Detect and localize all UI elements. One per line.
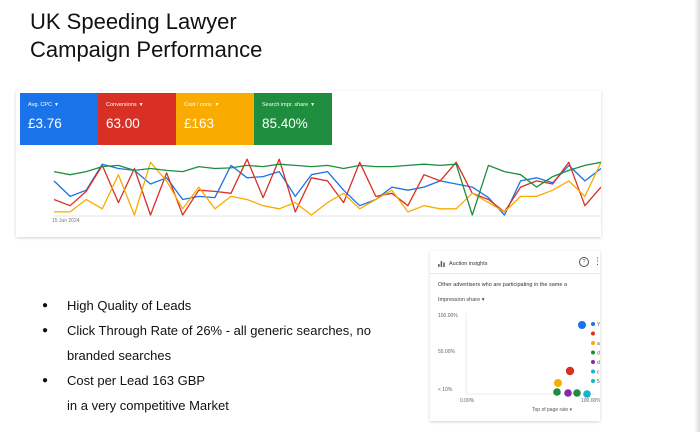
metric-label: Avg. CPC	[28, 102, 53, 108]
y-tick-label: 100.00%	[438, 313, 458, 319]
metric-select-value: Impression share	[438, 297, 481, 303]
bullet-continuation: in a very competitive Market	[67, 398, 229, 413]
metric-tile-avg-cpc[interactable]: Avg. CPC ▼ £3.76	[20, 93, 98, 145]
metric-value: 63.00	[106, 116, 140, 131]
legend-label: a	[597, 341, 600, 347]
more-options-icon[interactable]: ⋮	[593, 256, 600, 266]
bullet-dot-icon: ●	[42, 375, 49, 386]
legend-swatch	[591, 350, 595, 355]
metric-value: £3.76	[28, 116, 62, 131]
legend-swatch	[591, 379, 595, 383]
metric-tile-cost-per-conv[interactable]: Cost / conv. ▼ £163	[176, 93, 254, 145]
scatter-point[interactable]	[554, 379, 562, 387]
scatter-point[interactable]	[553, 388, 561, 396]
scatter-point[interactable]	[583, 390, 591, 398]
legend-label: Y	[597, 322, 600, 328]
y-tick-label: 55.00%	[438, 349, 456, 355]
metric-tile-search-impr-share[interactable]: Search impr. share ▼ 85.40%	[254, 93, 332, 145]
title-line-2: Campaign Performance	[30, 37, 263, 62]
slide-edge	[694, 0, 700, 432]
scatter-point[interactable]	[573, 389, 581, 397]
series-line-1	[53, 158, 601, 216]
slide-title: UK Speeding Lawyer Campaign Performance	[30, 8, 262, 64]
scatter-point[interactable]	[565, 366, 575, 376]
metric-value: £163	[184, 116, 215, 131]
legend-label: c	[597, 370, 600, 376]
legend-label: d	[597, 360, 600, 366]
ads-performance-panel: Avg. CPC ▼ £3.76 Conversions ▼ 63.00 Cost …	[16, 91, 601, 237]
x-tick-label: 100.00%	[581, 398, 600, 404]
metric-tile-conversions[interactable]: Conversions ▼ 63.00	[98, 93, 176, 145]
legend-swatch	[591, 360, 595, 364]
bullet-text: Click Through Rate of 26% - all generic …	[67, 323, 371, 338]
legend-label: d	[597, 351, 600, 357]
dropdown-caret-icon[interactable]: ▼	[54, 102, 59, 108]
auction-insights-card: Auction insights ? ⋮ Other advertisers w…	[430, 251, 600, 421]
bullet-continuation: branded searches	[67, 348, 172, 363]
bullet-item: ● Click Through Rate of 26% - all generi…	[42, 321, 371, 340]
dropdown-caret-icon: ▾	[481, 297, 485, 303]
bullet-text: High Quality of Leads	[67, 298, 192, 313]
divider	[430, 273, 600, 274]
metric-label: Search impr. share	[262, 102, 309, 108]
metric-select[interactable]: Impression share ▾	[438, 297, 484, 303]
y-tick-label: < 10%	[438, 387, 453, 393]
dropdown-caret-icon[interactable]: ▼	[138, 102, 144, 108]
bullet-list: ● High Quality of Leads ● Click Through …	[42, 296, 371, 415]
bullet-item: ● Cost per Lead 163 GBP	[42, 371, 371, 390]
bullet-dot-icon: ●	[42, 325, 49, 336]
dropdown-caret-icon[interactable]: ▼	[214, 102, 220, 108]
x-axis-start-date: 15 Jun 2024	[52, 218, 80, 224]
bullet-dot-icon: ●	[42, 300, 49, 311]
x-tick-label: 0.00%	[460, 398, 475, 404]
scatter-point[interactable]	[578, 321, 586, 329]
bullet-item: ● High Quality of Leads	[42, 296, 371, 315]
metric-tiles: Avg. CPC ▼ £3.76 Conversions ▼ 63.00 Cost …	[20, 93, 332, 145]
auction-scatter-chart: 100.00% 55.00% < 10% 0.00% 100.00% Top of pag…	[438, 313, 600, 413]
auction-description: Other advertisers who are participating …	[438, 282, 568, 288]
auction-insights-title: Auction insights	[449, 260, 488, 267]
series-line-3	[53, 161, 601, 216]
dropdown-caret-icon[interactable]: ▼	[310, 102, 316, 108]
legend-swatch	[591, 369, 595, 374]
performance-line-chart	[53, 158, 601, 217]
legend-swatch	[591, 331, 595, 336]
series-line-2	[54, 161, 601, 216]
metric-label: Cost / conv.	[184, 102, 213, 108]
metric-value: 85.40%	[262, 116, 308, 131]
scatter-point[interactable]	[564, 389, 572, 397]
auction-insights-header: Auction insights	[438, 260, 488, 267]
metric-label: Conversions	[106, 102, 137, 108]
title-line-1: UK Speeding Lawyer	[30, 9, 237, 34]
legend-label: 5	[597, 379, 600, 385]
legend-swatch	[591, 322, 595, 326]
x-axis-label: Top of page rate ▾	[532, 407, 573, 413]
help-icon[interactable]: ?	[579, 257, 589, 267]
bullet-text: Cost per Lead 163 GBP	[67, 373, 206, 388]
legend-swatch	[591, 341, 595, 345]
bar-chart-icon	[438, 261, 445, 267]
